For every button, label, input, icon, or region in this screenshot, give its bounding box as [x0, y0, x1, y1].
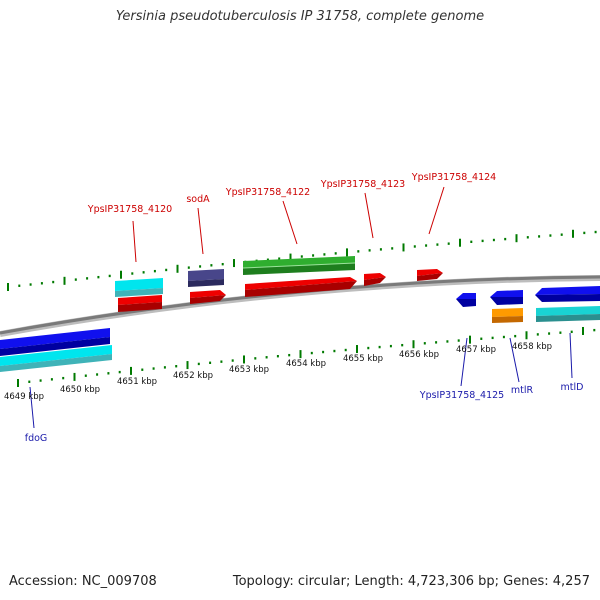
gene-ypsip31758-4125-arrow[interactable] — [456, 293, 476, 307]
tick-label-4655: 4655 kbp — [343, 354, 383, 364]
gene-ypsip31758-4122-arrow[interactable] — [245, 277, 357, 297]
tick-label-4653: 4653 kbp — [229, 365, 269, 375]
tick-label-4657: 4657 kbp — [456, 345, 496, 355]
tick-label-4651: 4651 kbp — [117, 377, 157, 387]
gene-label-ypsip31758-4123[interactable]: YpsIP31758_4123 — [320, 179, 405, 190]
length-label: Length: — [354, 574, 408, 589]
tick-label-4656: 4656 kbp — [399, 350, 439, 360]
topology-label: Topology: — [232, 574, 298, 589]
tick-label-4649: 4649 kbp — [4, 392, 44, 402]
tick-label-4652: 4652 kbp — [173, 371, 213, 381]
gene-fdog-arrow[interactable] — [0, 328, 110, 356]
gene-mtld-arrow[interactable] — [535, 286, 600, 302]
inner-ruler — [17, 326, 596, 387]
topology-value: circular — [297, 574, 346, 589]
gene-label-ypsip31758-4122[interactable]: YpsIP31758_4122 — [225, 187, 310, 198]
gene-label-soda[interactable]: sodA — [186, 194, 210, 205]
genes-value: 4,257 — [552, 574, 590, 589]
tick-label-4654: 4654 kbp — [286, 359, 326, 369]
genome-stats: Topology: circular; Length: 4,723,306 bp… — [233, 574, 590, 589]
gene-label-ypsip31758-4124[interactable]: YpsIP31758_4124 — [411, 172, 496, 183]
feature-cds-mtlr-track — [492, 308, 523, 323]
gene-label-mtlr[interactable]: mtlR — [511, 385, 534, 396]
ruler-tick-labels: 4649 kbp 4650 kbp 4651 kbp 4652 kbp 4653… — [4, 342, 552, 402]
feature-cds-mtld-track — [536, 306, 600, 322]
accession-value: NC_009708 — [81, 574, 157, 589]
length-value: 4,723,306 bp — [407, 574, 495, 589]
stats-separator: ; — [494, 574, 504, 589]
reverse-gene-labels: fdoG YpsIP31758_4125 mtlR mtlD — [25, 332, 584, 444]
gene-ypsip31758-4123-arrow[interactable] — [364, 273, 386, 286]
feature-cds-fdog-track — [0, 345, 112, 372]
map-title: Yersinia pseudotuberculosis IP 31758, co… — [115, 9, 485, 24]
gene-label-ypsip31758-4120[interactable]: YpsIP31758_4120 — [87, 204, 172, 215]
gene-mtlr-arrow[interactable] — [490, 290, 523, 305]
forward-gene-labels: YpsIP31758_4120 sodA YpsIP31758_4122 Yps… — [87, 172, 496, 263]
genes-label: Genes: — [503, 574, 553, 589]
gene-ypsip31758-4120-arrow[interactable] — [118, 295, 162, 312]
feature-cds-soda-track — [188, 269, 224, 287]
accession-info: Accession: NC_009708 — [9, 574, 157, 589]
gene-label-ypsip31758-4125[interactable]: YpsIP31758_4125 — [419, 390, 504, 401]
accession-label: Accession: — [9, 574, 82, 589]
gene-label-fdog[interactable]: fdoG — [25, 433, 48, 444]
tick-label-4650: 4650 kbp — [60, 385, 100, 395]
stats-separator: ; — [345, 574, 355, 589]
gene-soda-arrow[interactable] — [190, 290, 226, 304]
tick-label-4658: 4658 kbp — [512, 342, 552, 352]
gene-label-mtld[interactable]: mtlD — [561, 382, 584, 393]
feature-cds-ypsip31758-4120-track — [115, 278, 163, 297]
feature-cds-ypsip31758-4122-track — [242, 256, 356, 275]
gene-ypsip31758-4124-arrow[interactable] — [417, 269, 443, 281]
